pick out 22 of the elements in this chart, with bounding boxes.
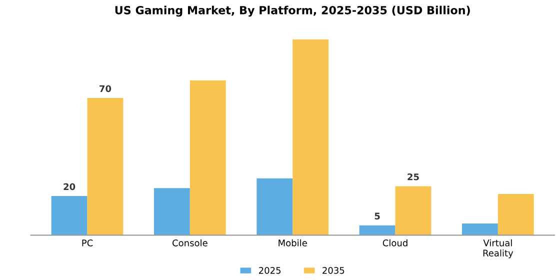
data-label: 20 [64,183,76,190]
bar [462,223,498,236]
bar [190,80,226,236]
bar [498,194,534,236]
bar [292,39,329,236]
x-tick-label: Cloud [382,239,408,246]
legend-label: 2035 [322,267,344,274]
x-tick-label: Console [172,239,208,246]
x-tick-label: PC [82,240,93,246]
bar [51,196,88,236]
x-tick-label: Mobile [278,239,307,246]
bar [359,225,396,236]
data-label: 70 [100,85,112,92]
bar [395,186,432,236]
bar [154,188,190,236]
bar [256,178,293,236]
bar [87,98,124,236]
chart-title: US Gaming Market, By Platform, 2025-2035 (USD Billion) [115,6,470,17]
x-tick-label: Virtual Reality [483,239,514,258]
legend-label: 2025 [259,267,281,274]
data-label: 25 [408,173,419,180]
data-label: 5 [374,212,380,220]
